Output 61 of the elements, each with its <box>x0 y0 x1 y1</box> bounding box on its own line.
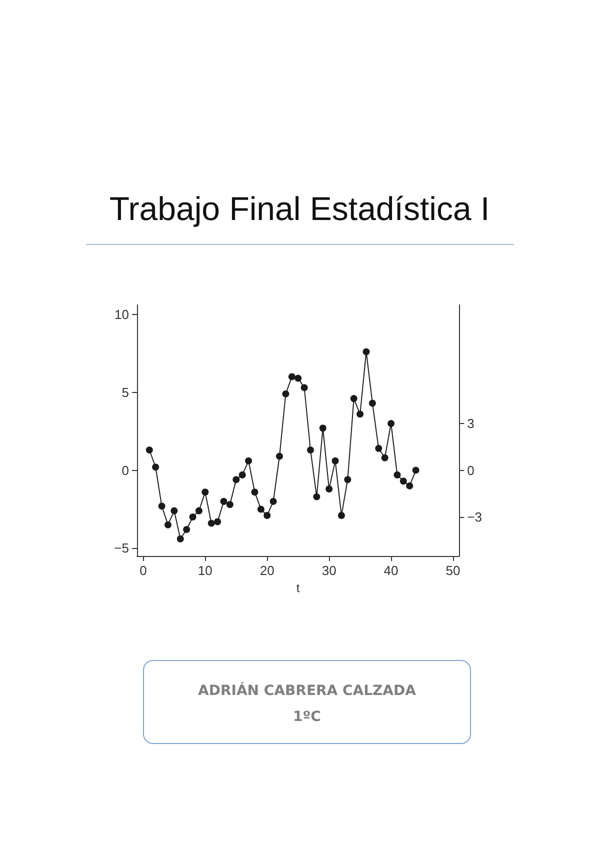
x-tick-label: 30 <box>322 563 336 578</box>
point <box>176 535 184 542</box>
point <box>313 493 320 500</box>
x-tick-label: 20 <box>260 563 274 578</box>
point <box>232 476 240 484</box>
point <box>375 444 382 452</box>
x-axis-title: t <box>296 580 300 595</box>
point <box>300 384 308 392</box>
text: ADRIÁN CABRERA CALZADA <box>197 681 417 701</box>
point <box>282 390 290 398</box>
y-tick-label: 5 <box>122 384 129 400</box>
point <box>362 348 370 356</box>
y-tick-label: 10 <box>114 306 129 322</box>
point <box>251 488 258 496</box>
point <box>412 466 420 474</box>
point <box>164 521 172 528</box>
y2-tick-label: 3 <box>467 416 474 431</box>
point <box>226 501 234 508</box>
point <box>208 520 215 527</box>
point <box>257 506 264 513</box>
point <box>288 373 296 380</box>
point <box>326 485 333 492</box>
point <box>356 410 364 418</box>
y-tick-label: 0 <box>122 462 129 478</box>
point <box>202 488 209 496</box>
point <box>270 498 277 505</box>
point <box>276 452 283 460</box>
point <box>189 514 196 521</box>
x-tick-label: 40 <box>384 563 398 578</box>
point <box>158 502 166 510</box>
point <box>214 518 222 526</box>
point <box>368 400 376 407</box>
text: 1ºC <box>292 708 322 727</box>
point <box>350 395 358 402</box>
point <box>170 507 178 514</box>
point <box>394 471 401 478</box>
point <box>220 498 228 505</box>
y-tick-label: −5 <box>114 540 129 556</box>
point <box>319 424 326 432</box>
point <box>306 446 314 454</box>
point <box>245 457 252 464</box>
point <box>264 512 271 519</box>
chart-title: Trabajo Final Estadística I <box>108 190 491 228</box>
point <box>152 464 160 471</box>
point <box>238 471 246 478</box>
point <box>146 446 153 454</box>
y2-tick-label: −3 <box>467 510 482 525</box>
point <box>344 476 352 484</box>
point <box>338 512 345 519</box>
point <box>332 457 339 464</box>
point <box>400 478 407 485</box>
point <box>294 374 302 382</box>
point <box>381 454 388 462</box>
point <box>195 507 202 514</box>
x-tick-label: 10 <box>198 563 212 578</box>
point <box>388 420 395 427</box>
y2-tick-label: 0 <box>467 462 474 478</box>
point <box>183 526 190 533</box>
point <box>406 482 414 490</box>
x-tick-label: 50 <box>446 563 460 578</box>
x-tick-label: 0 <box>140 563 147 578</box>
